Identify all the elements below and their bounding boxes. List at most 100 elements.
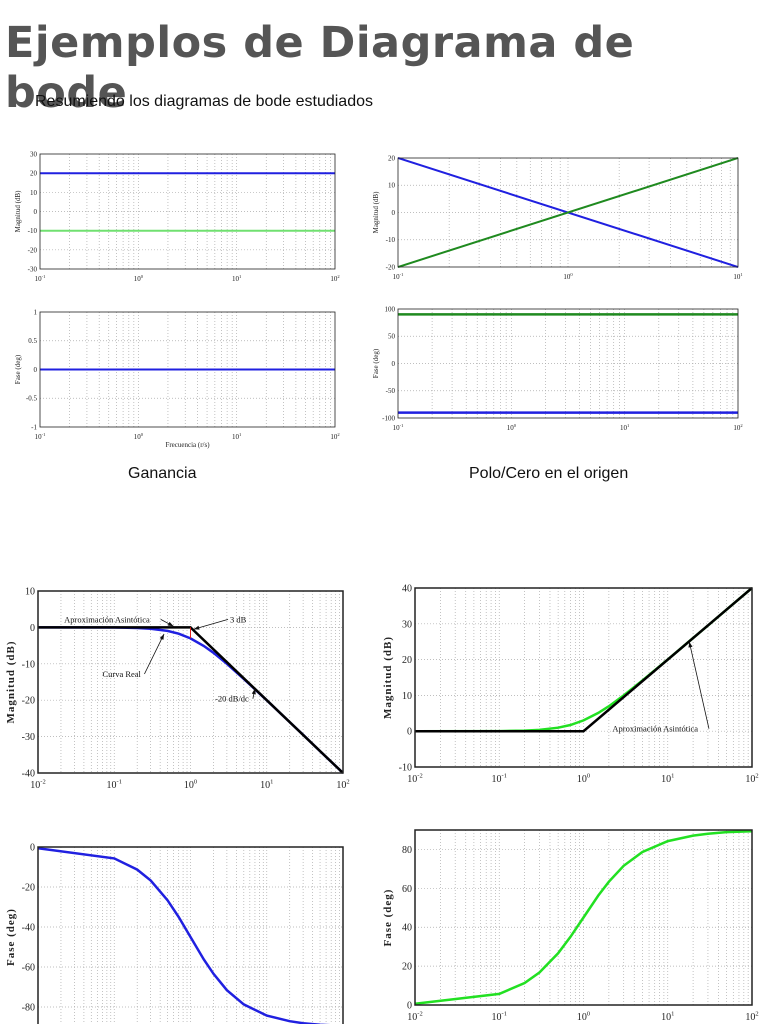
x-tick-label: 10-2 [407,773,422,786]
y-tick-label: 40 [402,923,412,934]
chart-4: -40 -30 -20 -10 0 10 10-2 10-1 100 101 102 Magnitud… [5,587,350,792]
axes-frame [39,311,336,428]
arrow-head-icon [167,621,174,627]
x-tick-label: 102 [336,779,349,792]
y-tick-label: -10 [22,659,35,670]
x-tick-label: 101 [620,423,629,432]
x-tick-label: 101 [260,779,273,792]
x-tick-label: 102 [733,423,743,432]
x-tick-label: 102 [330,432,340,441]
y-axis-label: Magnitud (dB) [372,191,380,233]
annotation-arrow [688,641,710,729]
x-tick-label: 10-1 [35,432,46,441]
x-tick-label: 100 [134,274,144,283]
arrow-head-icon [251,688,256,695]
x-tick-label: 102 [745,1011,758,1024]
caption-ganancia: Ganancia [128,465,197,482]
page-subtitle: Resumiendo los diagramas de bode estudia… [35,93,373,110]
y-axis-label: Fase (deg) [372,348,380,378]
chart-3: -100 -50 0 50 100 10-1 100 101 102 Fase (deg) [372,305,743,432]
caption-polo-cero: Polo/Cero en el origen [469,465,629,482]
y-tick-label: 0 [392,209,396,217]
y-tick-label: 10 [25,587,35,598]
x-tick-label: 101 [232,432,241,441]
y-tick-label: 60 [402,884,412,895]
annotation-label: -20 dB/dc [215,694,249,704]
y-tick-label: -20 [22,696,35,707]
y-tick-label: 40 [402,584,412,595]
axes-frame [397,308,739,419]
y-tick-label: 30 [30,150,38,158]
axes-frame [37,590,344,774]
axes-frame [37,846,344,1024]
x-tick-label: 101 [232,274,241,283]
y-tick-label: 80 [402,845,412,856]
y-tick-label: 20 [388,154,396,162]
y-tick-label: 20 [402,962,412,973]
y-tick-label: -20 [28,246,38,254]
y-tick-label: 0 [34,366,38,374]
x-tick-label: 100 [577,773,590,786]
x-tick-label: 10-1 [492,773,507,786]
annotation-label: Curva Real [102,669,141,679]
y-tick-label: -40 [22,923,35,934]
y-tick-label: 10 [388,182,396,190]
y-axis-label: Fase (deg) [382,889,394,947]
y-tick-label: 0.5 [28,337,37,345]
arrow-head-icon [159,633,165,640]
y-tick-label: -20 [22,883,35,894]
y-tick-label: -0.5 [26,395,38,403]
y-tick-label: 1 [34,308,38,316]
chart-7: 0 20 40 60 80 10-2 10-1 100 101 102 Fase (deg) [382,829,759,1024]
arrow-head-icon [688,641,693,648]
x-tick-label: 10-2 [30,779,45,792]
y-tick-label: -1 [31,423,37,431]
y-tick-label: 50 [388,333,396,341]
y-tick-label: -50 [386,387,396,395]
x-axis-label: Frecuencia (r/s) [165,441,210,449]
x-tick-label: 10-1 [393,423,404,432]
axes-frame [414,587,753,768]
y-tick-label: -30 [22,732,35,743]
y-axis-label: Fase (deg) [14,354,22,384]
y-tick-label: 0 [30,623,35,634]
x-tick-label: 100 [507,423,517,432]
chart-2: -20 -10 0 10 20 10-1 100 101 Magnitud (dB) [372,154,743,281]
x-tick-label: 101 [661,1011,674,1024]
y-axis-label: Magnitud (dB) [5,641,17,724]
y-tick-label: 10 [402,691,412,702]
y-tick-label: 0 [407,727,412,738]
series-line-0 [415,829,752,1006]
y-tick-label: 0 [30,843,35,854]
axes-frame [397,157,739,268]
arrow-head-icon [193,625,200,630]
x-tick-label: 102 [745,773,758,786]
x-tick-label: 100 [184,779,197,792]
y-tick-label: -60 [22,963,35,974]
annotation-label: Aproximación Asintótica [612,724,698,734]
y-tick-label: 10 [30,189,38,197]
series-line-0 [38,846,331,1024]
x-tick-label: 10-1 [393,272,404,281]
y-tick-label: -40 [22,769,35,780]
y-axis-label: Fase (deg) [5,908,17,966]
series-line-1 [398,157,738,268]
y-tick-label: -30 [28,265,38,273]
annotation-label: 3 dB [230,614,247,624]
y-tick-label: -10 [28,227,38,235]
y-tick-label: -100 [382,414,395,422]
x-tick-label: 100 [563,272,573,281]
y-tick-label: 0 [392,360,396,368]
y-tick-label: 100 [385,305,396,313]
y-tick-label: 0 [407,1001,412,1012]
x-tick-label: 100 [577,1011,590,1024]
x-tick-label: 10-2 [407,1011,422,1024]
chart-1: -1 -0.5 0 0.5 1 10-1 100 101 102 Fase (deg) Frecue… [14,308,340,449]
axes-frame [39,153,336,270]
y-tick-label: 30 [402,619,412,630]
x-tick-label: 10-1 [492,1011,507,1024]
x-tick-label: 101 [733,272,742,281]
y-axis-label: Magnitud (dB) [14,190,22,232]
y-tick-label: -20 [386,263,396,271]
